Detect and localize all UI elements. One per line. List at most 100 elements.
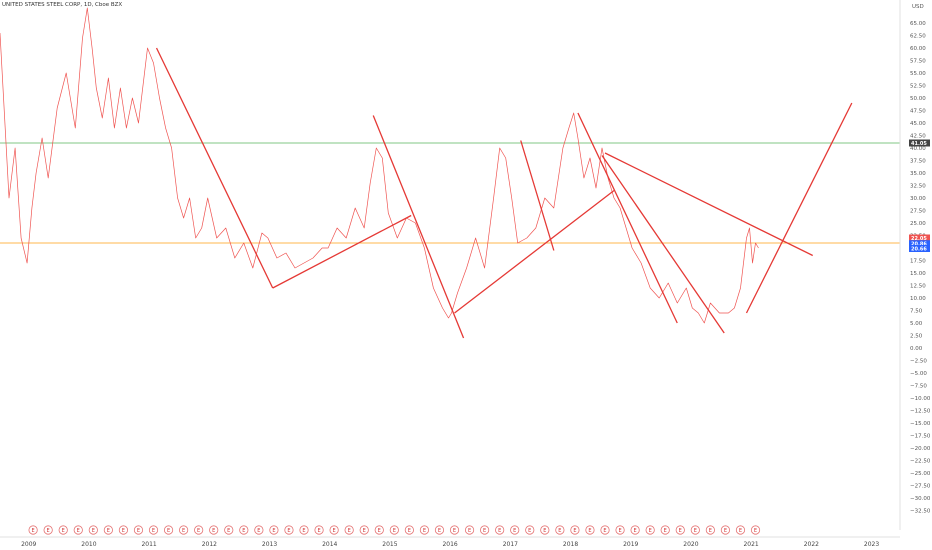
earnings-marker: [209, 525, 219, 535]
earnings-marker: [224, 525, 234, 535]
y-tick-label: 5.00: [910, 321, 923, 327]
earnings-marker: [510, 525, 520, 535]
y-tick-label: 32.50: [910, 184, 926, 190]
y-tick-label: 65.00: [910, 21, 926, 27]
earnings-marker: [404, 525, 414, 535]
earnings-marker: [434, 525, 445, 535]
y-axis: USD 65.00 62.50 60.00 57.50 55.00 52.50 50.00 47…: [899, 0, 931, 530]
y-tick-label: −22.50: [910, 459, 931, 465]
earnings-marker: [449, 525, 460, 535]
price-tag-label-2: 20.66: [911, 247, 927, 253]
earnings-marker: [269, 525, 279, 535]
earnings-marker-label: E: [694, 528, 697, 534]
earnings-marker-label: E: [468, 528, 471, 534]
y-tick-label: 17.50: [910, 259, 926, 265]
level-tag-bg-0: [909, 139, 930, 147]
y-axis-currency: USD: [912, 4, 924, 10]
earnings-marker-label: E: [317, 528, 320, 534]
y-tick-label: 7.50: [910, 309, 923, 315]
earnings-marker: [299, 525, 309, 535]
earnings-marker: [720, 525, 731, 535]
x-tick-label: 2018: [563, 541, 578, 548]
y-tick-label: 57.50: [910, 59, 926, 65]
earnings-marker-label: E: [122, 528, 125, 534]
y-tick-label: 52.50: [910, 84, 926, 90]
price-tag-label-0: 22.05: [911, 236, 927, 242]
y-tick-label: 15.00: [910, 271, 926, 277]
earnings-marker: [179, 525, 189, 535]
earnings-marker-label: E: [618, 528, 621, 534]
trend-lines: [155, 47, 853, 339]
earnings-marker: [690, 525, 700, 535]
earnings-marker-label: E: [47, 528, 50, 534]
y-tick-label: 47.50: [910, 109, 926, 115]
earnings-marker: [163, 525, 174, 535]
trend-line-2: [372, 115, 465, 339]
x-tick-label: 2016: [442, 541, 457, 548]
y-tick-label: 37.50: [910, 159, 926, 165]
earnings-marker: [284, 525, 294, 535]
earnings-marker: [525, 525, 535, 535]
earnings-marker-label: E: [212, 528, 215, 534]
earnings-marker-label: E: [62, 528, 65, 534]
earnings-marker-label: E: [242, 528, 245, 534]
y-tick-label: 12.50: [910, 284, 926, 290]
y-tick-label: 27.50: [910, 209, 926, 215]
x-tick-label: 2020: [683, 541, 698, 548]
x-tick-label: 2019: [623, 541, 638, 548]
price-tag-label-1: 20.86: [911, 242, 927, 248]
earnings-marker-label: E: [754, 528, 757, 534]
trend-line-0: [155, 47, 274, 289]
y-tick-label: 30.00: [910, 196, 926, 202]
x-tick-label: 2012: [202, 541, 217, 548]
earnings-marker-label: E: [348, 528, 351, 534]
earnings-marker: [103, 525, 113, 535]
earnings-marker-label: E: [227, 528, 230, 534]
earnings-marker-label: E: [543, 528, 546, 534]
earnings-marker: [28, 525, 38, 535]
trend-line-5: [577, 112, 678, 324]
earnings-marker-label: E: [408, 528, 411, 534]
y-tick-label: 62.50: [910, 34, 926, 40]
trend-line-8: [745, 102, 853, 314]
earnings-marker-label: E: [513, 528, 516, 534]
earnings-marker-label: E: [257, 528, 260, 534]
horizontal-lines: [0, 142, 900, 244]
earnings-marker-label: E: [137, 528, 140, 534]
y-tick-label: −20.00: [910, 446, 931, 452]
y-tick-label: 35.00: [910, 171, 926, 177]
x-axis: 2009 2010 2011 2012 2013 2014 2015 2016 2017 2018…: [0, 536, 900, 548]
chart-title: UNITED STATES STEEL CORP, 1D, Cboe BZX: [2, 2, 123, 8]
earnings-marker-label: E: [558, 528, 561, 534]
y-tick-label: 25.00: [910, 221, 926, 227]
earnings-marker-label: E: [423, 528, 426, 534]
x-tick-label: 2017: [503, 541, 518, 548]
earnings-marker: [148, 525, 159, 535]
earnings-marker: [750, 525, 761, 535]
x-tick-label: 2021: [743, 541, 758, 548]
earnings-marker: [329, 525, 339, 535]
earnings-marker-label: E: [528, 528, 531, 534]
earnings-marker: [389, 525, 399, 535]
earnings-marker-label: E: [709, 528, 712, 534]
earnings-marker: [630, 525, 640, 535]
y-tick-label: −2.50: [910, 359, 927, 365]
earnings-marker: [133, 525, 144, 535]
earnings-marker: [374, 525, 384, 535]
y-tick-label: 60.00: [910, 46, 926, 52]
trend-line-7: [604, 152, 813, 257]
earnings-marker: [344, 525, 354, 535]
earnings-marker-label: E: [664, 528, 667, 534]
price-series: [0, 7, 759, 324]
earnings-marker-label: E: [603, 528, 606, 534]
x-tick-label: 2022: [804, 541, 819, 548]
earnings-marker: [194, 525, 204, 535]
earnings-marker-label: E: [182, 528, 185, 534]
earnings-marker-label: E: [453, 528, 456, 534]
earnings-marker: [359, 525, 369, 535]
earnings-marker: [58, 525, 68, 535]
y-tick-label: 0.00: [910, 346, 923, 352]
earnings-marker-label: E: [107, 528, 110, 534]
y-tick-label: −32.50: [910, 509, 931, 515]
